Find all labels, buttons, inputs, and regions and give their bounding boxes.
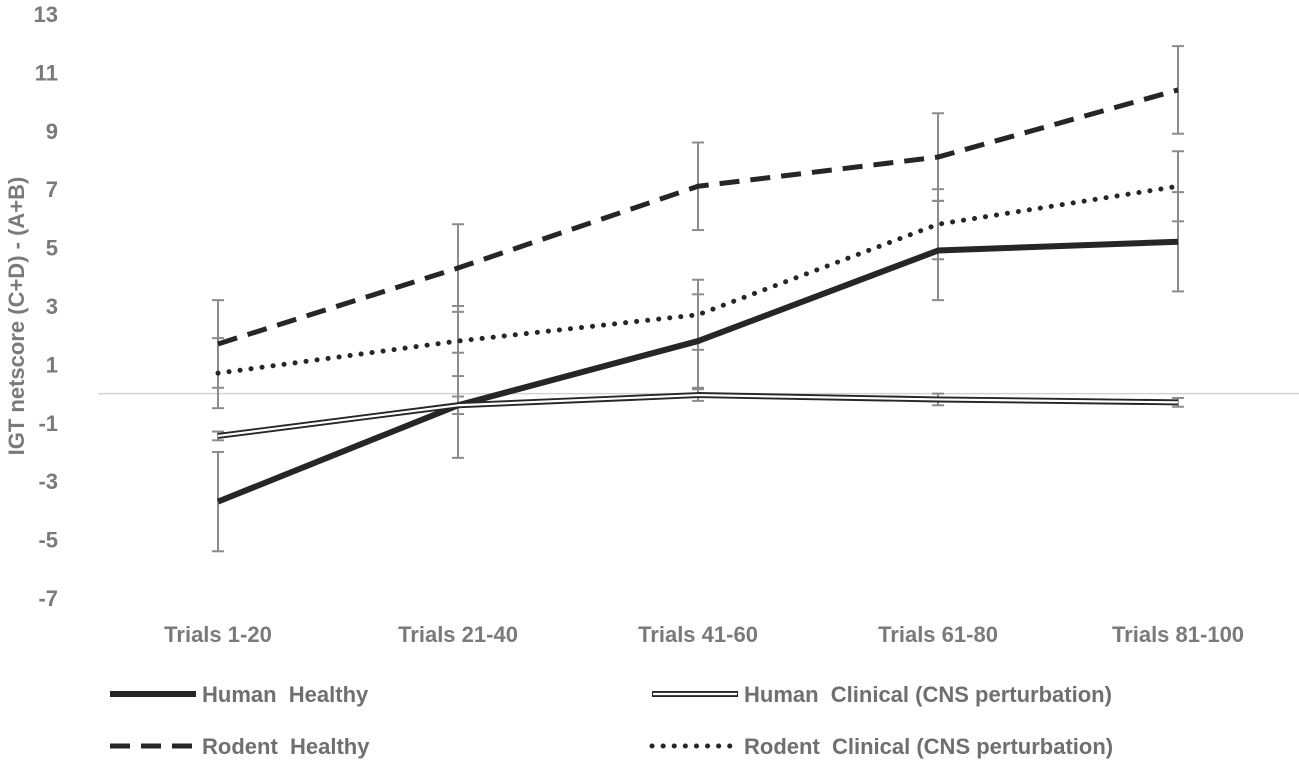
series-line-rodent-clinical [215, 183, 1181, 376]
y-tick-label: -1 [38, 411, 58, 436]
y-tick-label: 5 [46, 236, 58, 261]
y-tick-label: -7 [38, 586, 58, 611]
legend-item-rodent-healthy: Rodent Healthy [110, 734, 370, 759]
x-axis-labels: Trials 1-20 Trials 21-40 Trials 41-60 Trial… [164, 622, 1244, 647]
x-tick-label: Trials 41-60 [638, 622, 758, 647]
y-tick-label: 11 [35, 60, 58, 85]
x-tick-label: Trials 21-40 [398, 622, 518, 647]
x-tick-label: Trials 61-80 [878, 622, 998, 647]
legend-item-human-clinical: Human Clinical (CNS perturbation) [652, 682, 1112, 707]
series-line-rodent-healthy [217, 87, 1179, 347]
series-line-human-healthy [216, 238, 1179, 505]
series-line-human-clinical-inner [217, 393, 1179, 438]
legend-label: Human Clinical (CNS perturbation) [744, 682, 1112, 707]
error-bars [212, 45, 1184, 553]
legend-label: Human Healthy [202, 682, 369, 707]
error-bar [1172, 150, 1184, 223]
legend-label: Rodent Healthy [202, 734, 370, 759]
y-tick-label: -5 [38, 528, 58, 553]
y-tick-label: 1 [46, 352, 58, 377]
legend: Human Healthy Human Clinical (CNS perturb… [110, 682, 1113, 759]
y-tick-label: -3 [38, 469, 58, 494]
legend-label: Rodent Clinical (CNS perturbation) [744, 734, 1113, 759]
y-tick-label: 9 [46, 119, 58, 144]
legend-item-human-healthy: Human Healthy [110, 682, 369, 707]
y-axis-title: IGT netscore (C+D) - (A+B) [4, 177, 29, 456]
x-tick-label: Trials 81-100 [1112, 622, 1244, 647]
y-tick-label: 7 [46, 177, 58, 202]
y-tick-label: 3 [46, 294, 58, 319]
legend-item-rodent-clinical: Rodent Clinical (CNS perturbation) [649, 734, 1113, 759]
y-tick-label: 13 [34, 2, 58, 27]
series-lines [215, 87, 1181, 505]
x-tick-label: Trials 1-20 [164, 622, 272, 647]
